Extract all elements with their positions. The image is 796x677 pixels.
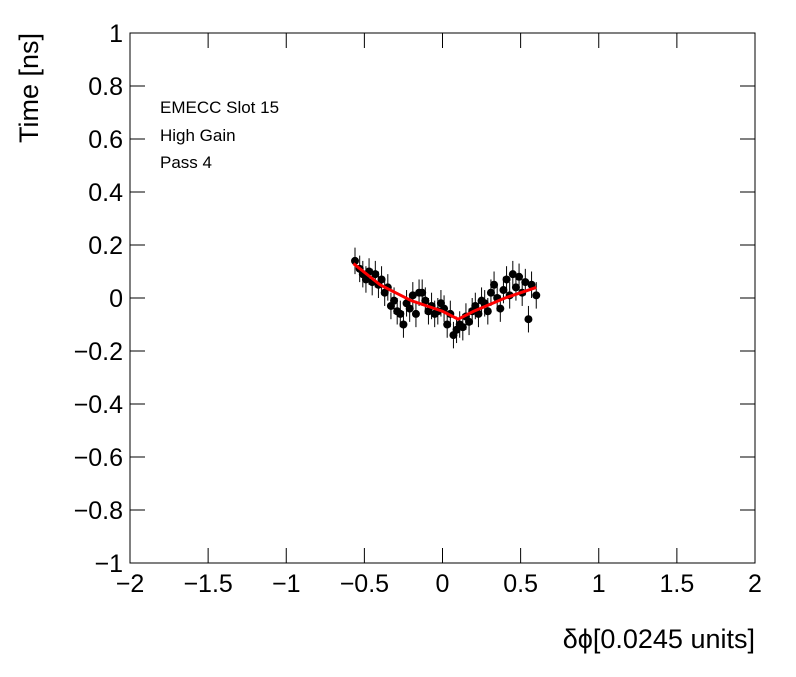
y-tick-label: 0: [109, 285, 123, 313]
point: [458, 323, 467, 332]
point: [351, 256, 359, 265]
point: [524, 315, 533, 324]
x-tick-label: 1.5: [659, 570, 694, 598]
x-tick-label: 2: [748, 570, 762, 598]
point: [511, 283, 520, 292]
point: [405, 304, 414, 313]
y-tick-label: −0.4: [74, 391, 123, 419]
point: [418, 288, 427, 297]
x-tick-label: −1.5: [183, 570, 232, 598]
point: [508, 270, 517, 279]
y-tick-label: 1: [109, 20, 123, 48]
point: [532, 291, 541, 300]
point: [465, 317, 474, 326]
y-tick-label: −0.2: [74, 338, 123, 366]
y-tick-label: 0.8: [88, 73, 123, 101]
point: [361, 275, 370, 284]
x-axis-label: δϕ[0.0245 units]: [563, 624, 755, 654]
point: [443, 320, 452, 329]
x-tick-label: −1: [272, 570, 301, 598]
point: [515, 272, 524, 281]
point: [490, 280, 499, 289]
point: [502, 275, 511, 284]
y-axis-label: Time [ns]: [14, 33, 44, 143]
y-tick-label: 0.2: [88, 232, 123, 260]
point: [411, 309, 420, 318]
x-tick-label: −0.5: [340, 570, 389, 598]
point: [396, 309, 405, 318]
point: [483, 307, 492, 316]
fit-line: [352, 262, 537, 321]
point: [486, 288, 495, 297]
point: [499, 286, 508, 295]
x-tick-label: 0.5: [503, 570, 538, 598]
point: [474, 309, 483, 318]
point: [521, 278, 530, 287]
y-tick-label: 0.4: [88, 179, 123, 207]
y-tick-label: 0.6: [88, 126, 123, 154]
point: [408, 291, 417, 300]
point: [377, 275, 386, 284]
point: [421, 296, 430, 305]
y-tick-label: −0.6: [74, 444, 123, 472]
point: [390, 296, 399, 305]
annotation: EMECC Slot 15: [160, 98, 279, 117]
point: [399, 320, 408, 329]
point: [371, 270, 380, 279]
y-tick-label: −0.8: [74, 497, 123, 525]
annotation: High Gain: [160, 126, 236, 145]
x-tick-label: 1: [592, 570, 606, 598]
point: [496, 304, 505, 313]
y-tick-label: −1: [94, 550, 123, 578]
annotation: Pass 4: [160, 153, 212, 172]
point: [471, 301, 480, 310]
x-tick-label: −2: [116, 570, 145, 598]
x-tick-label: 0: [436, 570, 450, 598]
